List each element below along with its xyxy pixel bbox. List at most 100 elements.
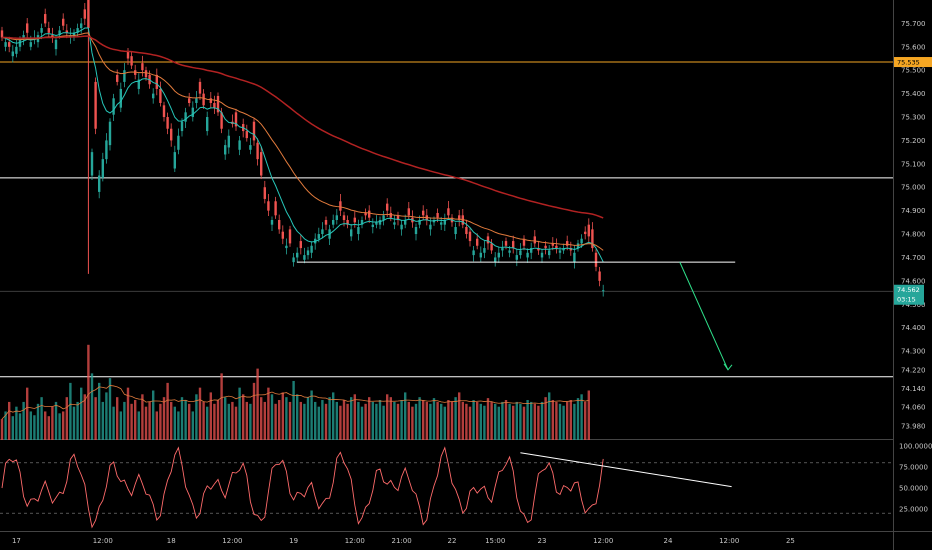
ema-slow-line bbox=[1, 35, 604, 219]
volume-bar bbox=[238, 387, 241, 440]
candle-body bbox=[281, 231, 284, 239]
candle bbox=[321, 222, 324, 239]
volume-bar bbox=[252, 382, 256, 440]
candle-body bbox=[436, 212, 439, 218]
candle-body bbox=[429, 224, 432, 230]
candle-body bbox=[299, 241, 302, 249]
candle-body bbox=[303, 255, 306, 260]
candle bbox=[591, 222, 594, 252]
volume-bar bbox=[126, 387, 130, 440]
candle-body bbox=[371, 224, 374, 228]
candle-body bbox=[317, 234, 320, 239]
candle-body bbox=[11, 51, 14, 57]
volume-bar bbox=[188, 403, 191, 440]
price-tick-label: 75.700 bbox=[901, 20, 926, 28]
candle bbox=[155, 68, 158, 96]
candle bbox=[598, 267, 601, 287]
volume-bar bbox=[288, 401, 292, 440]
volume-bar bbox=[123, 401, 126, 440]
candle bbox=[530, 242, 533, 260]
projection-arrow-head bbox=[723, 363, 733, 371]
price-tick-label: 74.700 bbox=[901, 254, 926, 262]
candle-body bbox=[393, 222, 396, 225]
volume-ma-line bbox=[1, 385, 589, 420]
volume-bar bbox=[87, 344, 90, 440]
candle bbox=[184, 107, 187, 129]
stochastic-line bbox=[1, 446, 604, 529]
candle-body bbox=[116, 74, 119, 82]
candle-body bbox=[468, 231, 472, 242]
candle bbox=[512, 235, 515, 254]
price-tick-label: 75.200 bbox=[901, 137, 926, 145]
volume-bar bbox=[173, 406, 176, 440]
candle bbox=[548, 245, 551, 259]
candle-body bbox=[274, 201, 277, 216]
candle-body bbox=[400, 224, 403, 230]
candle-body bbox=[238, 140, 241, 150]
volume-bar bbox=[483, 405, 486, 440]
volume-bar bbox=[551, 400, 554, 440]
candle-body bbox=[306, 250, 310, 256]
volume-bar bbox=[400, 400, 403, 440]
candle-body bbox=[263, 187, 266, 199]
candle bbox=[152, 88, 155, 104]
candle bbox=[454, 222, 457, 240]
candle-body bbox=[378, 220, 382, 225]
candle bbox=[119, 82, 122, 113]
candle bbox=[173, 145, 176, 173]
time-tick-label: 15:00 bbox=[485, 537, 505, 545]
volume-bar bbox=[526, 400, 529, 440]
volume-bar bbox=[83, 394, 86, 440]
volume-bar bbox=[512, 405, 515, 440]
candle-body bbox=[602, 290, 605, 292]
candle bbox=[296, 247, 299, 263]
candle bbox=[306, 246, 310, 260]
candle bbox=[364, 208, 367, 220]
volume-bar bbox=[72, 406, 76, 440]
candle-body bbox=[364, 212, 367, 216]
axes: 75.700 75.600 75.500 75.400 75.300 75.200 75.1… bbox=[12, 20, 932, 545]
volume-bar bbox=[371, 401, 374, 440]
volume-bar bbox=[281, 392, 284, 440]
time-tick-label: 24 bbox=[664, 537, 673, 545]
volume-bar bbox=[76, 401, 79, 440]
candle-body bbox=[519, 250, 522, 256]
volume-bar bbox=[558, 403, 562, 440]
price-tick-label: 75.100 bbox=[901, 160, 926, 168]
volume-bar bbox=[119, 411, 122, 440]
projection-arrow-line bbox=[679, 261, 729, 370]
candle-body bbox=[119, 88, 122, 108]
candle-body bbox=[173, 152, 176, 169]
candle-body bbox=[159, 88, 162, 103]
volume-bar bbox=[270, 394, 274, 440]
candle bbox=[576, 239, 580, 252]
volume-bar bbox=[134, 400, 137, 440]
candle-body bbox=[558, 250, 562, 253]
volume-bar bbox=[58, 413, 61, 440]
time-tick-label: 12:00 bbox=[719, 537, 739, 545]
stochastic-panel bbox=[0, 446, 893, 529]
candle bbox=[274, 196, 277, 219]
price-tick-label: 74.220 bbox=[901, 366, 926, 374]
candle bbox=[249, 137, 252, 155]
volume-bar bbox=[328, 397, 331, 440]
candle bbox=[299, 234, 302, 255]
candle-body bbox=[396, 215, 400, 220]
countdown-timer-text: 03:15 bbox=[897, 296, 916, 304]
time-tick-label: 21:00 bbox=[392, 537, 412, 545]
candle bbox=[198, 78, 202, 100]
candle bbox=[494, 252, 497, 267]
volume-bar bbox=[184, 400, 187, 440]
candle bbox=[263, 180, 266, 204]
candle bbox=[580, 234, 583, 248]
candle-body bbox=[569, 248, 572, 251]
candle bbox=[360, 216, 364, 229]
volume-bar bbox=[548, 392, 551, 440]
time-tick-label: 23 bbox=[538, 537, 547, 545]
candle-body bbox=[206, 117, 209, 132]
volume-bar bbox=[587, 390, 590, 440]
volume-bar bbox=[267, 387, 270, 440]
volume-bar bbox=[332, 392, 335, 440]
volume-bar bbox=[580, 394, 583, 440]
